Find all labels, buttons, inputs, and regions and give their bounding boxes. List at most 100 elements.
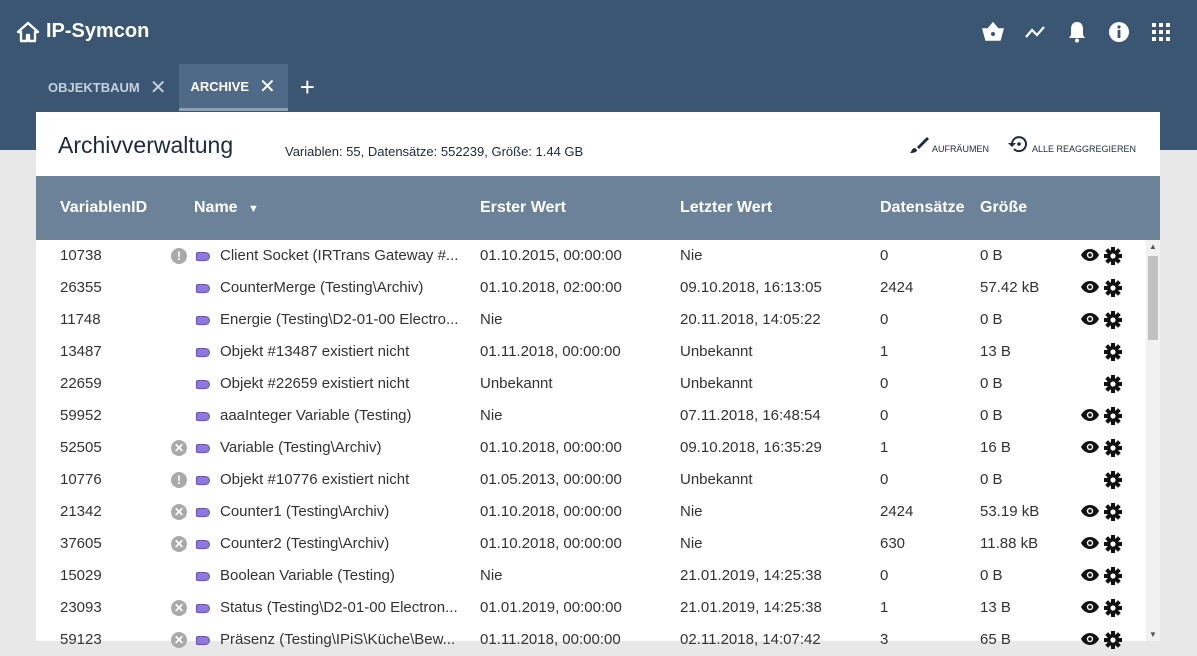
gear-icon[interactable] xyxy=(1104,567,1122,589)
gear-icon[interactable] xyxy=(1104,503,1122,525)
gear-icon[interactable] xyxy=(1104,471,1122,493)
error-icon: ✕ xyxy=(171,536,187,552)
gear-icon[interactable] xyxy=(1104,535,1122,557)
size: 53.19 kB xyxy=(980,503,1040,520)
eye-icon[interactable] xyxy=(1080,408,1100,426)
home-icon xyxy=(16,21,40,42)
table-row[interactable]: 11748 Energie (Testing\D2-01-00 Electro.… xyxy=(36,304,1146,336)
cleanup-button[interactable]: AUFRÄUMEN xyxy=(909,136,989,154)
variable-id: 13487 xyxy=(60,343,102,360)
gear-icon[interactable] xyxy=(1104,311,1122,333)
col-name[interactable]: Name ▼ xyxy=(194,199,259,217)
first-value: 01.11.2018, 00:00:00 xyxy=(480,631,621,648)
variable-id: 22659 xyxy=(60,375,102,392)
close-icon[interactable]: ✕ xyxy=(149,77,167,99)
table-row[interactable]: 37605 ✕ Counter2 (Testing\Archiv) 01.10.2… xyxy=(36,528,1146,560)
scrollbar[interactable]: ▲ ▼ xyxy=(1146,240,1160,641)
app-title: IP-Symcon xyxy=(46,20,150,42)
apps-grid-icon[interactable] xyxy=(1149,20,1173,44)
size: 13 B xyxy=(980,599,1011,616)
variable-tag-icon xyxy=(196,572,210,581)
eye-icon[interactable] xyxy=(1080,600,1100,618)
restore-icon xyxy=(1007,136,1027,153)
eye-icon[interactable] xyxy=(1080,440,1100,458)
add-tab-button[interactable]: + xyxy=(299,72,315,102)
basket-icon[interactable] xyxy=(981,20,1005,44)
scroll-down-icon[interactable]: ▼ xyxy=(1149,630,1157,639)
col-first-value[interactable]: Erster Wert xyxy=(480,199,566,216)
bell-icon[interactable] xyxy=(1065,20,1089,44)
table-row[interactable]: 15029 Boolean Variable (Testing) Nie 21.… xyxy=(36,560,1146,592)
last-value: 09.10.2018, 16:13:05 xyxy=(680,279,822,296)
first-value: 01.10.2015, 00:00:00 xyxy=(480,247,622,264)
last-value: 09.10.2018, 16:35:29 xyxy=(680,439,822,456)
table-row[interactable]: 22659 Objekt #22659 existiert nicht Unbe… xyxy=(36,368,1146,400)
table-row[interactable]: 10776! Objekt #10776 existiert nicht 01.… xyxy=(36,464,1146,496)
col-variablenid[interactable]: VariablenID xyxy=(60,199,148,216)
last-value: 21.01.2019, 14:25:38 xyxy=(680,599,822,616)
table-row[interactable]: 10738! Client Socket (IRTrans Gateway #.… xyxy=(36,240,1146,272)
table-row[interactable]: 59952 aaaInteger Variable (Testing) Nie … xyxy=(36,400,1146,432)
col-size[interactable]: Größe xyxy=(980,199,1028,216)
error-icon: ✕ xyxy=(171,632,187,648)
gear-icon[interactable] xyxy=(1104,407,1122,429)
record-count: 0 xyxy=(880,407,889,424)
size: 0 B xyxy=(980,247,1003,264)
variable-id: 11748 xyxy=(60,311,101,328)
variable-id: 15029 xyxy=(60,567,102,584)
warning-icon: ! xyxy=(171,472,187,488)
reaggregate-all-button[interactable]: ALLE REAGGREGIEREN xyxy=(1007,134,1136,154)
close-icon[interactable]: ✕ xyxy=(259,75,276,98)
eye-icon[interactable] xyxy=(1080,536,1100,554)
eye-icon[interactable] xyxy=(1080,568,1100,586)
variable-id: 10738 xyxy=(60,247,102,264)
info-icon[interactable] xyxy=(1107,20,1131,44)
gear-icon[interactable] xyxy=(1104,631,1122,653)
eye-icon[interactable] xyxy=(1080,632,1100,650)
eye-icon[interactable] xyxy=(1080,280,1100,298)
variable-tag-icon xyxy=(196,540,210,549)
variable-id: 52505 xyxy=(60,439,102,456)
table-row[interactable]: 59123 ✕ Präsenz (Testing\IPiS\Küche\Bew..… xyxy=(36,624,1146,656)
gear-icon[interactable] xyxy=(1104,599,1122,621)
first-value: 01.10.2018, 02:00:00 xyxy=(480,279,622,296)
gear-icon[interactable] xyxy=(1104,343,1122,365)
first-value: 01.10.2018, 00:00:00 xyxy=(480,535,622,552)
chart-line-icon[interactable] xyxy=(1023,20,1047,44)
col-records[interactable]: Datensätze xyxy=(880,199,965,216)
first-value: Nie xyxy=(480,311,503,328)
tab-archive[interactable]: ARCHIVE ✕ xyxy=(178,64,288,111)
table-row[interactable]: 21342 ✕ Counter1 (Testing\Archiv) 01.10.2… xyxy=(36,496,1146,528)
variable-id: 26355 xyxy=(60,279,102,296)
record-count: 2424 xyxy=(880,279,914,296)
table-row[interactable]: 52505 ✕ Variable (Testing\Archiv) 01.10.2… xyxy=(36,432,1146,464)
record-count: 2424 xyxy=(880,503,914,520)
tab-objektbaum[interactable]: OBJEKTBAUM ✕ xyxy=(36,64,179,111)
record-count: 0 xyxy=(880,471,889,488)
eye-icon[interactable] xyxy=(1080,248,1100,266)
record-count: 0 xyxy=(880,567,889,584)
last-value: Nie xyxy=(680,535,703,552)
variable-tag-icon xyxy=(196,476,210,485)
table-row[interactable]: 26355 CounterMerge (Testing\Archiv) 01.1… xyxy=(36,272,1146,304)
variable-tag-icon xyxy=(196,252,210,261)
first-value: 01.01.2019, 00:00:00 xyxy=(480,599,622,616)
scrollbar-thumb[interactable] xyxy=(1148,256,1158,340)
eye-icon[interactable] xyxy=(1080,312,1100,330)
first-value: 01.11.2018, 00:00:00 xyxy=(480,343,621,360)
gear-icon[interactable] xyxy=(1104,247,1122,269)
eye-icon[interactable] xyxy=(1080,504,1100,522)
brand[interactable]: IP-Symcon xyxy=(16,20,149,43)
variable-id: 59952 xyxy=(60,407,102,424)
sort-desc-icon: ▼ xyxy=(248,203,259,215)
first-value: Unbekannt xyxy=(480,375,553,392)
variable-name: Präsenz (Testing\IPiS\Küche\Bew... xyxy=(220,631,456,648)
gear-icon[interactable] xyxy=(1104,439,1122,461)
size: 0 B xyxy=(980,311,1003,328)
gear-icon[interactable] xyxy=(1104,375,1122,397)
scroll-up-icon[interactable]: ▲ xyxy=(1149,242,1157,251)
table-row[interactable]: 23093 ✕ Status (Testing\D2-01-00 Electron… xyxy=(36,592,1146,624)
table-row[interactable]: 13487 Objekt #13487 existiert nicht 01.1… xyxy=(36,336,1146,368)
gear-icon[interactable] xyxy=(1104,279,1122,301)
col-last-value[interactable]: Letzter Wert xyxy=(680,199,773,216)
